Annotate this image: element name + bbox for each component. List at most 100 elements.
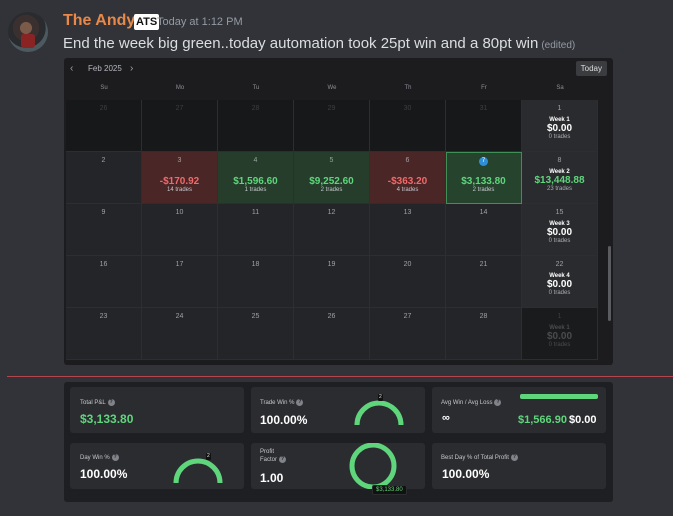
week-trade-count: 0 trades xyxy=(548,290,571,296)
day-trade-count: 1 trades xyxy=(244,187,267,193)
day-win-card: Day Win %? 100.00% 2 xyxy=(70,443,244,489)
day-cell[interactable]: 26 xyxy=(294,308,370,360)
week-label: Week 1 xyxy=(549,325,570,331)
day-win-label-text: Day Win % xyxy=(80,455,110,462)
pnl-calendar[interactable]: ‹ Feb 2025 › Today Su Mo Tu We Th Fr Sa 26 27 28… xyxy=(64,58,613,365)
trade-win-value: 100.00% xyxy=(260,413,308,427)
day-number: 20 xyxy=(403,261,412,268)
day-cell[interactable]: 10 xyxy=(142,204,218,256)
day-number: 23 xyxy=(99,313,108,320)
day-cell[interactable]: 17 xyxy=(142,256,218,308)
user-avatar[interactable] xyxy=(8,12,48,52)
calendar-toolbar: ‹ Feb 2025 › Today xyxy=(64,58,613,80)
day-cell[interactable]: 28 xyxy=(446,308,522,360)
edited-marker: (edited) xyxy=(541,40,576,51)
week-pnl: $0.00 xyxy=(546,331,573,342)
day-cell[interactable]: 9 xyxy=(66,204,142,256)
day-cell[interactable]: 7 $3,133.80 2 trades xyxy=(446,152,522,204)
day-cell[interactable]: 31 xyxy=(446,100,522,152)
day-number: 30 xyxy=(403,105,412,112)
day-trade-count: 2 trades xyxy=(472,187,495,193)
day-cell[interactable]: 29 xyxy=(294,100,370,152)
day-number: 16 xyxy=(99,261,108,268)
avg-win-bar xyxy=(520,394,598,399)
day-cell[interactable]: 14 xyxy=(446,204,522,256)
day-trade-count: 14 trades xyxy=(166,187,193,193)
day-cell[interactable]: 5 $9,252.60 2 trades xyxy=(294,152,370,204)
trade-win-gauge xyxy=(354,400,404,426)
day-number: 15 xyxy=(555,209,564,216)
day-cell[interactable]: 20 xyxy=(370,256,446,308)
week-trade-count: 0 trades xyxy=(548,342,571,348)
info-icon[interactable]: ? xyxy=(111,454,119,461)
trade-win-label-text: Trade Win % xyxy=(260,400,295,407)
day-cell[interactable]: 13 xyxy=(370,204,446,256)
day-pnl: -$170.92 xyxy=(159,176,200,187)
weekday-label: Th xyxy=(404,85,412,91)
best-day-label-text: Best Day % of Total Profit xyxy=(441,455,509,462)
username[interactable]: The Andy xyxy=(63,12,136,29)
trade-win-label: Trade Win %? xyxy=(260,399,304,407)
day-number: 28 xyxy=(251,105,260,112)
info-icon[interactable]: ? xyxy=(279,456,287,463)
week-label: Week 1 xyxy=(549,117,570,123)
day-cell[interactable]: 12 xyxy=(294,204,370,256)
day-number: 3 xyxy=(177,157,182,164)
profit-factor-label-line2: Factor xyxy=(260,457,278,464)
avg-win-loss-label: Avg Win / Avg Loss? xyxy=(441,399,502,407)
weekday-label: Su xyxy=(100,85,108,91)
calendar-scrollbar[interactable] xyxy=(608,246,611,321)
new-messages-divider xyxy=(7,376,673,377)
day-cell[interactable]: 6 -$363.20 4 trades xyxy=(370,152,446,204)
calendar-scroll-track[interactable] xyxy=(608,98,612,360)
day-number: 26 xyxy=(327,313,336,320)
week-label: Week 4 xyxy=(549,273,570,279)
day-cell[interactable]: 18 xyxy=(218,256,294,308)
best-day-value: 100.00% xyxy=(442,467,490,481)
server-tag: ATS xyxy=(134,14,160,30)
day-cell[interactable]: 4 $1,596.60 1 trades xyxy=(218,152,294,204)
info-icon[interactable]: ? xyxy=(494,399,502,406)
day-cell[interactable]: 27 xyxy=(370,308,446,360)
info-icon[interactable]: ? xyxy=(296,399,304,406)
week-label: Week 3 xyxy=(549,221,570,227)
message-timestamp: Today at 1:12 PM xyxy=(157,16,243,28)
day-trade-count: 2 trades xyxy=(320,187,343,193)
total-pnl-label: Total P&L? xyxy=(80,399,115,407)
weekday-header: Su Mo Tu We Th Fr Sa xyxy=(66,85,599,95)
day-win-gauge-badge: 2 xyxy=(206,453,211,460)
day-cell[interactable]: 28 xyxy=(218,100,294,152)
day-win-gauge xyxy=(173,458,223,484)
day-number: 1 xyxy=(557,313,562,320)
best-day-label: Best Day % of Total Profit? xyxy=(441,454,518,462)
day-cell[interactable]: 2 xyxy=(66,152,142,204)
day-cell[interactable]: 19 xyxy=(294,256,370,308)
day-cell[interactable]: 3 -$170.92 14 trades xyxy=(142,152,218,204)
day-cell[interactable]: 23 xyxy=(66,308,142,360)
day-cell[interactable]: 27 xyxy=(142,100,218,152)
info-icon[interactable]: ? xyxy=(107,399,115,406)
day-cell[interactable]: 26 xyxy=(66,100,142,152)
trade-win-card: Trade Win %? 100.00% 2 xyxy=(251,387,425,433)
day-cell[interactable]: 16 xyxy=(66,256,142,308)
trade-win-gauge-badge: 2 xyxy=(378,394,383,401)
day-cell[interactable]: 24 xyxy=(142,308,218,360)
today-button[interactable]: Today xyxy=(575,61,607,76)
day-cell[interactable]: 25 xyxy=(218,308,294,360)
profit-factor-card: Profit Factor? 1.00 $3,133.80 xyxy=(251,443,425,495)
day-number: 25 xyxy=(251,313,260,320)
current-day-marker: 7 xyxy=(479,157,488,166)
day-cell[interactable]: 11 xyxy=(218,204,294,256)
day-cell[interactable]: 21 xyxy=(446,256,522,308)
day-cell[interactable]: 30 xyxy=(370,100,446,152)
weekday-label: Fr xyxy=(481,85,487,91)
week-pnl: $0.00 xyxy=(546,227,573,238)
avg-win-value: $1,566.90 xyxy=(518,414,567,426)
day-number: 27 xyxy=(175,105,184,112)
next-month-icon[interactable]: › xyxy=(130,63,134,74)
prev-month-icon[interactable]: ‹ xyxy=(70,63,74,74)
day-win-label: Day Win %? xyxy=(80,454,119,462)
calendar-month: Feb 2025 xyxy=(88,64,122,73)
info-icon[interactable]: ? xyxy=(510,454,518,461)
week-summary-cell: 1 Week 1 $0.00 0 trades xyxy=(522,100,598,152)
